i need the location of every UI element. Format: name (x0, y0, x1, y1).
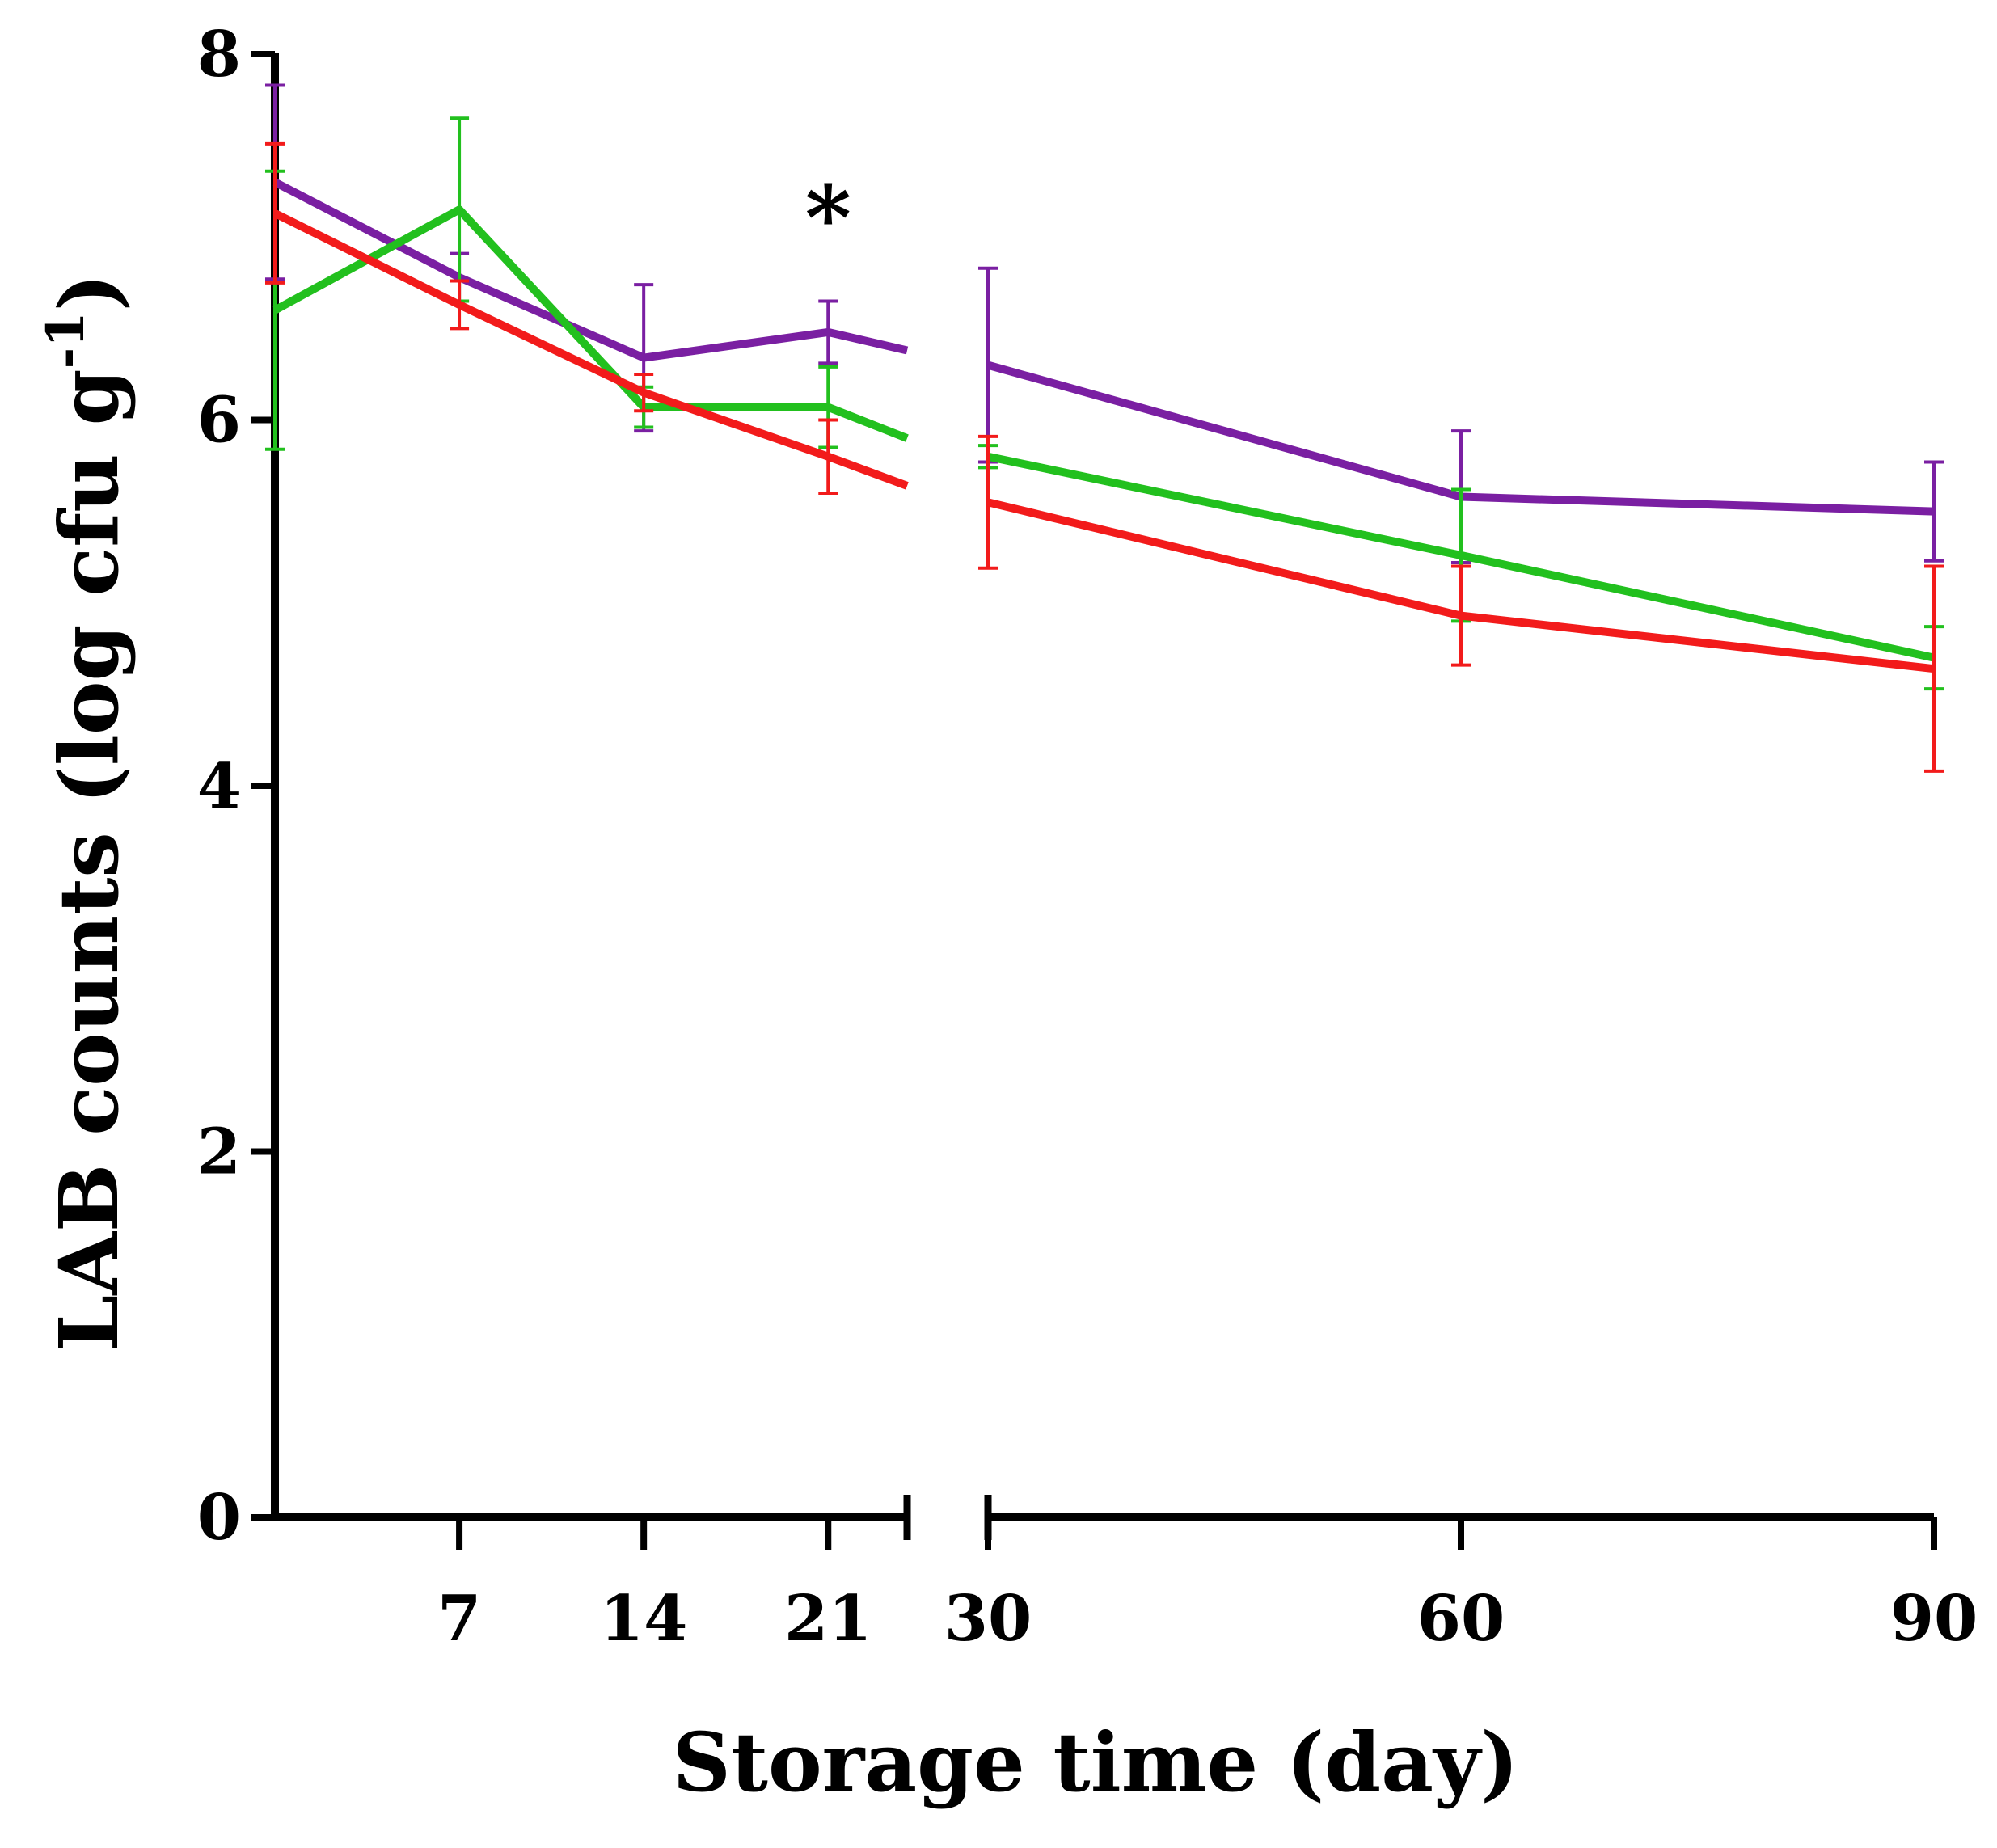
series-purple (265, 83, 1944, 564)
labels: Storage time (day) LAB counts (log cfu g… (36, 18, 1978, 1810)
line-green-segment-2 (986, 452, 1936, 662)
line-red-segment-2 (986, 498, 1935, 673)
y-tick-label: 2 (197, 1116, 241, 1189)
y-axis-title-main: LAB counts (log cfu g (41, 369, 137, 1352)
y-axis-title-close: ) (41, 273, 137, 311)
y-tick-label: 8 (197, 18, 241, 91)
series-red (265, 141, 1944, 773)
x-axis-title: Storage time (day) (673, 1715, 1519, 1810)
axes (251, 51, 1937, 1550)
x-tick-label: 60 (1417, 1582, 1505, 1656)
line-red-segment-1 (272, 209, 909, 490)
y-tick-label: 6 (197, 384, 241, 458)
y-tick-label: 4 (197, 749, 241, 823)
series-group (265, 83, 1944, 773)
y-axis-title-superscript: -1 (36, 311, 96, 369)
x-tick-label: 21 (784, 1582, 872, 1656)
x-tick-label: 30 (944, 1582, 1032, 1656)
y-axis-title: LAB counts (log cfu g-1) (36, 273, 137, 1352)
significance-asterisk: * (804, 166, 851, 270)
x-tick-label: 7 (437, 1582, 481, 1656)
x-tick-label: 14 (600, 1582, 688, 1656)
x-tick-label: 90 (1890, 1582, 1978, 1656)
series-green (265, 116, 1944, 691)
y-tick-label: 0 (197, 1481, 241, 1555)
